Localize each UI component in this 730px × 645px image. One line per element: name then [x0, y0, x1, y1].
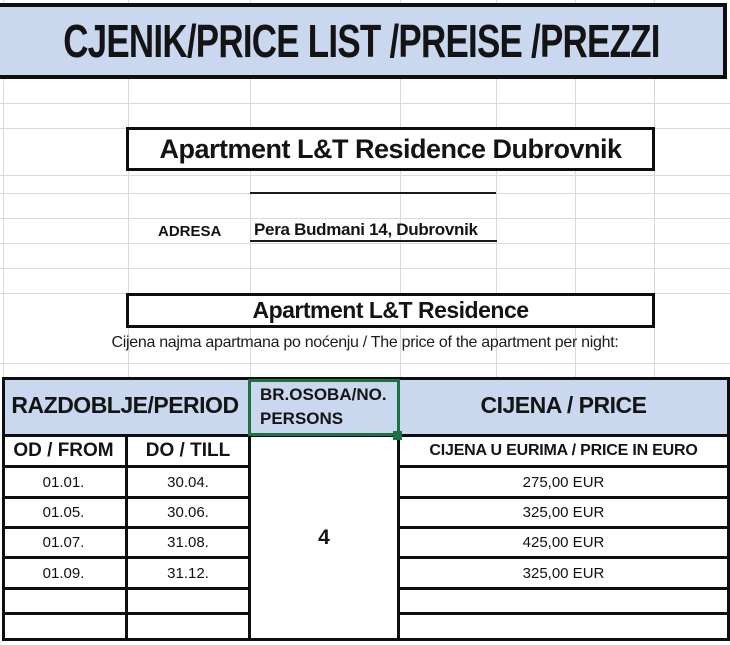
- table-cell-till[interactable]: 30.04.: [167, 473, 209, 491]
- table-cell-from[interactable]: [2, 590, 125, 612]
- table-border: [397, 377, 400, 641]
- table-cell-price[interactable]: 425,00 EUR: [522, 534, 605, 551]
- table-cell-from[interactable]: 01.01.: [42, 473, 85, 491]
- table-border: [400, 612, 730, 615]
- page-title-banner: CJENIK/PRICE LIST /PREISE /PREZZI: [0, 3, 727, 79]
- address-label: ADRESA: [158, 223, 222, 240]
- gridline: [0, 218, 730, 219]
- page-title: CJENIK/PRICE LIST /PREISE /PREZZI: [63, 15, 660, 67]
- table-cell-price[interactable]: [400, 590, 727, 612]
- gridline: [128, 0, 129, 377]
- table-border: [400, 496, 730, 499]
- table-cell-till[interactable]: [128, 590, 248, 612]
- selection-fill-handle[interactable]: [393, 431, 402, 440]
- period-header-cell[interactable]: RAZDOBLJE/PERIOD: [11, 392, 239, 418]
- gridline: [496, 0, 497, 377]
- table-border: [400, 556, 730, 559]
- table-cell-till[interactable]: [128, 615, 248, 638]
- gridline: [0, 103, 730, 104]
- cell-selection-outline: [248, 379, 400, 436]
- table-cell-price[interactable]: 325,00 EUR: [522, 504, 605, 521]
- table-border: [248, 377, 251, 641]
- table-cell-price[interactable]: 275,00 EUR: [522, 473, 605, 491]
- till-subheader-cell[interactable]: DO / TILL: [145, 440, 231, 461]
- table-cell-from[interactable]: [2, 615, 125, 638]
- gridline: [250, 0, 251, 377]
- table-border: [400, 587, 730, 590]
- gridline: [3, 0, 4, 377]
- table-cell-price[interactable]: 325,00 EUR: [522, 564, 605, 582]
- gridline: [575, 0, 576, 377]
- price-note: Cijena najma apartmana po noćenju / The …: [111, 334, 619, 351]
- table-border: [2, 377, 5, 641]
- table-border: [727, 377, 730, 641]
- gridline: [400, 0, 401, 377]
- table-cell-from[interactable]: 01.07.: [42, 534, 85, 551]
- gridline: [654, 0, 655, 377]
- property-title-box: Apartment L&T Residence Dubrovnik: [126, 127, 655, 171]
- apartment-subtitle: Apartment L&T Residence: [252, 297, 529, 323]
- address-value-cell[interactable]: Pera Budmani 14, Dubrovnik: [250, 218, 497, 242]
- gridline: [0, 363, 730, 364]
- table-header-background: [2, 377, 730, 437]
- apartment-subtitle-box: Apartment L&T Residence: [126, 293, 655, 328]
- table-border: [125, 434, 128, 641]
- table-border: [2, 638, 730, 641]
- table-border: [2, 377, 730, 380]
- persons-value-cell[interactable]: 4: [318, 525, 330, 549]
- price-subheader-cell[interactable]: CIJENA U EURIMA / PRICE IN EURO: [429, 442, 698, 459]
- persons-header-cell[interactable]: BR.OSOBA/NO. PERSONS: [260, 385, 387, 428]
- from-subheader-cell[interactable]: OD / FROM: [13, 440, 114, 461]
- empty-underline: [250, 192, 496, 194]
- table-border: [400, 465, 730, 468]
- gridline: [0, 268, 730, 269]
- table-cell-from[interactable]: 01.05.: [42, 504, 85, 521]
- table-cell-price[interactable]: [400, 615, 727, 638]
- table-cell-from[interactable]: 01.09.: [42, 564, 85, 582]
- table-cell-till[interactable]: 31.12.: [167, 564, 209, 582]
- gridline: [0, 243, 730, 244]
- property-title: Apartment L&T Residence Dubrovnik: [159, 133, 622, 164]
- price-header-cell[interactable]: CIJENA / PRICE: [480, 392, 647, 418]
- table-cell-till[interactable]: 31.08.: [167, 534, 209, 551]
- gridline: [0, 175, 730, 176]
- table-border: [400, 526, 730, 529]
- table-cell-till[interactable]: 30.06.: [167, 504, 209, 521]
